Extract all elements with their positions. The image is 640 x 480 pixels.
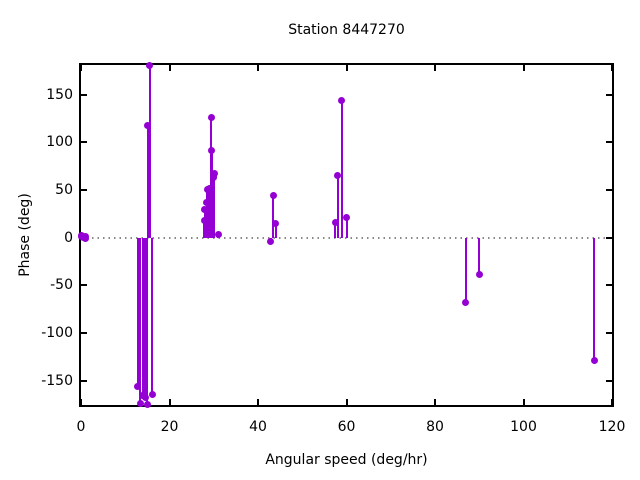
y-tick-label: -50 [50,277,73,294]
y-tick [81,93,87,96]
stem [334,222,337,238]
data-point [207,113,215,121]
stem [464,237,467,303]
y-tick-label: 100 [46,134,73,151]
zero-line [81,236,612,239]
data-point [272,219,280,227]
y-tick [81,141,87,144]
stem [336,175,339,238]
y-tick-label: 0 [64,229,73,246]
stem [210,150,213,238]
data-point [82,233,90,241]
data-point [331,218,339,226]
x-tick [434,65,436,71]
x-tick [168,399,171,405]
x-tick-label: 40 [249,419,267,435]
chart-title: Station 8447270 [288,22,405,38]
y-tick [606,93,612,96]
x-tick [434,399,436,405]
data-point [136,400,144,408]
data-point [148,391,156,399]
stem [203,209,206,238]
data-point [146,61,154,69]
x-tick-label: 120 [598,419,626,435]
data-point [134,382,142,390]
x-tick [168,65,171,71]
data-point [590,357,598,365]
stem [340,100,343,238]
x-tick-label: 100 [510,419,537,435]
data-point [475,271,483,279]
stem [272,195,275,238]
x-tick [80,65,82,71]
stem [345,217,348,238]
stem [136,237,139,387]
stem [146,237,149,405]
stem [151,237,154,395]
x-tick-label: 80 [426,419,444,435]
stem [146,125,149,238]
stem [144,237,147,398]
stem [478,237,481,275]
data-point [141,394,149,402]
y-tick-label: 150 [46,86,73,103]
y-tick-label: -100 [41,324,73,341]
y-tick [606,236,612,239]
x-tick-label: 0 [76,419,86,435]
data-point [269,192,277,200]
data-point [208,147,216,155]
stem [274,223,277,238]
x-tick [522,65,525,71]
stem [593,237,596,361]
x-axis-label: Angular speed (deg/hr) [265,452,428,468]
x-tick [611,65,613,71]
data-point [343,214,350,222]
y-tick [81,331,87,334]
x-tick [257,65,259,71]
plot-area [77,61,613,409]
data-point [143,401,151,409]
y-tick-label: -150 [41,372,73,389]
stem [206,189,209,238]
x-tick [80,399,82,405]
data-point [462,298,470,306]
data-point [144,121,152,129]
x-tick [257,399,259,405]
stem [148,65,151,238]
x-tick [611,399,613,405]
data-point [267,237,275,245]
data-point [338,96,346,104]
data-point [205,184,213,192]
stem [141,237,144,396]
stem [213,173,216,238]
data-point [201,206,209,214]
data-point [214,231,222,239]
x-tick [522,399,525,405]
y-tick [81,284,87,287]
y-tick [81,188,87,191]
x-tick [345,399,348,405]
y-tick [606,141,612,144]
x-tick-label: 60 [337,419,356,435]
x-tick [345,65,348,71]
stem [139,237,142,404]
y-tick [606,331,612,334]
data-point [334,172,342,180]
x-tick-label: 20 [160,419,179,435]
stem [208,188,211,238]
y-tick-label: 50 [55,181,73,198]
y-tick [606,188,612,191]
y-tick [606,284,612,287]
y-tick [81,379,87,382]
data-point [210,170,218,178]
y-tick [606,379,612,382]
